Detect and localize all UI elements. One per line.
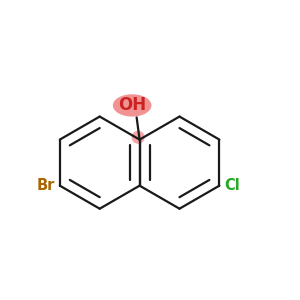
Text: Br: Br: [37, 178, 55, 193]
Ellipse shape: [113, 94, 152, 117]
Text: Cl: Cl: [224, 178, 240, 193]
Text: OH: OH: [118, 96, 146, 114]
Circle shape: [132, 131, 145, 144]
